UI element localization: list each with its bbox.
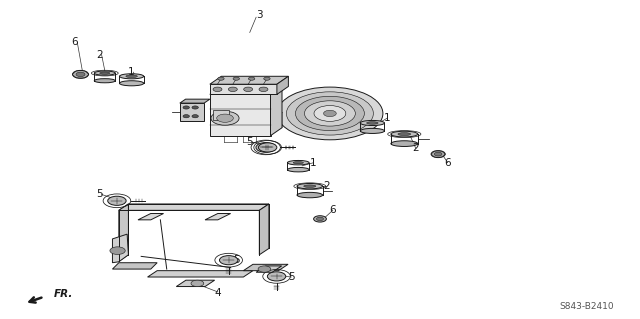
Circle shape xyxy=(248,77,255,80)
Polygon shape xyxy=(210,76,289,84)
Polygon shape xyxy=(259,204,269,255)
Circle shape xyxy=(256,143,275,152)
Text: 6: 6 xyxy=(71,37,77,47)
Ellipse shape xyxy=(76,72,85,77)
Polygon shape xyxy=(176,280,214,286)
Circle shape xyxy=(183,115,189,118)
Polygon shape xyxy=(113,263,157,269)
Circle shape xyxy=(287,92,373,135)
Circle shape xyxy=(192,106,198,109)
Circle shape xyxy=(305,101,355,126)
Ellipse shape xyxy=(367,122,378,124)
Text: 1: 1 xyxy=(128,67,135,77)
Text: 2: 2 xyxy=(97,50,103,60)
Text: 6: 6 xyxy=(330,205,336,215)
Circle shape xyxy=(218,77,224,80)
Ellipse shape xyxy=(72,70,88,78)
Text: 2: 2 xyxy=(323,182,330,191)
Circle shape xyxy=(228,87,237,92)
Polygon shape xyxy=(277,106,282,127)
Text: 2: 2 xyxy=(412,143,419,153)
Circle shape xyxy=(192,115,198,118)
Circle shape xyxy=(213,87,222,92)
Text: 1: 1 xyxy=(384,113,390,123)
Polygon shape xyxy=(213,110,229,120)
Ellipse shape xyxy=(391,131,418,137)
Circle shape xyxy=(264,77,270,80)
Circle shape xyxy=(259,87,268,92)
Text: 5: 5 xyxy=(288,272,294,282)
Polygon shape xyxy=(113,234,129,263)
Text: S843-B2410: S843-B2410 xyxy=(559,302,614,311)
Circle shape xyxy=(220,256,238,265)
Ellipse shape xyxy=(120,81,144,86)
Ellipse shape xyxy=(360,128,385,133)
Circle shape xyxy=(296,96,364,130)
Polygon shape xyxy=(119,204,269,210)
Circle shape xyxy=(314,106,346,121)
Circle shape xyxy=(324,110,336,117)
Polygon shape xyxy=(180,103,204,121)
Ellipse shape xyxy=(391,141,418,146)
Text: 6: 6 xyxy=(444,158,451,168)
Text: 5: 5 xyxy=(97,189,103,199)
Text: 5: 5 xyxy=(246,137,253,147)
Text: 4: 4 xyxy=(214,288,221,298)
Circle shape xyxy=(233,77,239,80)
Polygon shape xyxy=(180,99,210,103)
Ellipse shape xyxy=(398,133,411,136)
Text: 3: 3 xyxy=(256,10,262,20)
Ellipse shape xyxy=(435,152,442,156)
Circle shape xyxy=(108,196,126,205)
Polygon shape xyxy=(277,76,289,94)
Circle shape xyxy=(258,266,271,272)
Ellipse shape xyxy=(94,71,115,75)
Circle shape xyxy=(183,106,189,109)
Text: 5: 5 xyxy=(234,255,240,264)
Ellipse shape xyxy=(431,151,445,158)
Polygon shape xyxy=(210,86,282,94)
Ellipse shape xyxy=(314,216,326,222)
Polygon shape xyxy=(205,213,230,220)
Ellipse shape xyxy=(293,161,303,164)
Polygon shape xyxy=(243,264,288,271)
Ellipse shape xyxy=(360,121,385,125)
Circle shape xyxy=(268,272,286,281)
Polygon shape xyxy=(271,86,282,136)
Ellipse shape xyxy=(317,217,323,221)
Ellipse shape xyxy=(94,79,115,83)
Text: 1: 1 xyxy=(310,158,317,168)
Polygon shape xyxy=(148,271,253,277)
Ellipse shape xyxy=(297,183,323,189)
Ellipse shape xyxy=(126,75,138,78)
Ellipse shape xyxy=(120,74,144,79)
Circle shape xyxy=(191,280,204,286)
Circle shape xyxy=(211,111,239,125)
Circle shape xyxy=(277,87,383,140)
Circle shape xyxy=(217,114,234,122)
Ellipse shape xyxy=(100,72,110,74)
Polygon shape xyxy=(256,266,282,272)
Ellipse shape xyxy=(287,167,309,172)
Circle shape xyxy=(259,143,277,152)
Circle shape xyxy=(244,87,253,92)
Polygon shape xyxy=(210,84,277,94)
Polygon shape xyxy=(119,204,129,261)
Ellipse shape xyxy=(297,192,323,198)
Ellipse shape xyxy=(304,185,316,188)
Polygon shape xyxy=(210,94,271,136)
Circle shape xyxy=(110,247,125,255)
Text: FR.: FR. xyxy=(54,288,73,299)
Ellipse shape xyxy=(287,160,309,165)
Polygon shape xyxy=(138,213,164,220)
